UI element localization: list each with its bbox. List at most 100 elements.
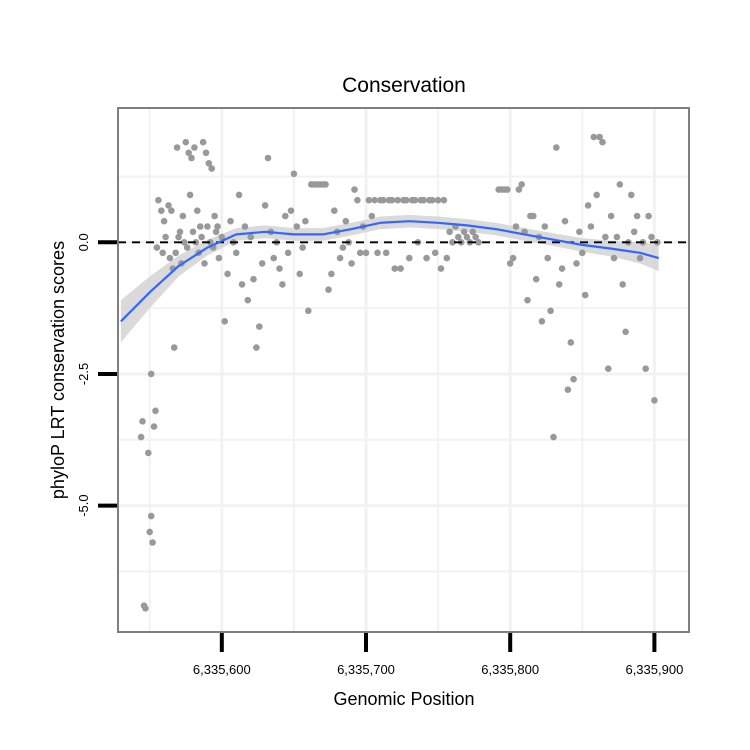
data-point (287, 207, 295, 214)
data-point (325, 286, 332, 294)
data-point (201, 260, 208, 267)
data-point (258, 260, 266, 267)
data-point (218, 233, 226, 241)
data-point (472, 233, 479, 241)
data-point (198, 233, 205, 241)
data-point (645, 212, 652, 220)
data-point (179, 212, 187, 220)
data-point (149, 539, 156, 546)
smooth-line-group (120, 220, 659, 323)
data-point (305, 307, 312, 315)
data-point (555, 281, 563, 288)
data-point (182, 138, 190, 146)
data-point (165, 202, 172, 209)
data-point (437, 265, 445, 272)
scatter-points (137, 133, 661, 612)
data-point (354, 196, 361, 204)
data-point (581, 291, 589, 299)
data-point (146, 528, 153, 536)
x-tick-label: 6,335,800 (481, 662, 539, 677)
data-point (160, 217, 168, 225)
y-tick-label: 0.0 (76, 233, 91, 251)
data-point (602, 233, 609, 241)
data-point (232, 249, 240, 257)
data-point (599, 138, 606, 146)
data-point (362, 249, 370, 257)
data-point (642, 365, 649, 373)
data-point (279, 281, 286, 288)
x-axis: 6,335,600 6,335,700 6,335,800 6,335,900 (193, 633, 683, 677)
data-point (264, 154, 272, 162)
data-point (567, 339, 575, 346)
data-point (176, 228, 184, 236)
data-point (558, 265, 566, 272)
data-point (636, 254, 644, 262)
data-point (186, 191, 194, 199)
data-point (394, 196, 402, 204)
data-point (553, 144, 560, 151)
y-axis-title: phyloP LRT conservation scores (48, 241, 68, 499)
data-point (145, 449, 152, 457)
x-tick-label: 6,335,600 (193, 662, 251, 677)
data-point (235, 191, 243, 199)
data-point (455, 233, 462, 241)
data-point (509, 254, 517, 262)
data-point (276, 265, 283, 272)
data-point (406, 254, 413, 262)
data-point (532, 275, 540, 283)
data-point (475, 239, 482, 246)
data-point (429, 196, 436, 204)
data-point (191, 144, 198, 151)
data-point (570, 375, 577, 383)
x-axis-title: Genomic Position (333, 689, 474, 709)
data-point (166, 254, 174, 262)
data-point (142, 605, 149, 612)
data-point (255, 323, 263, 330)
data-point (423, 254, 430, 262)
data-point (628, 191, 635, 199)
data-point (593, 191, 600, 199)
data-point (382, 249, 390, 257)
data-point (168, 207, 175, 214)
data-point (158, 207, 165, 214)
data-point (538, 318, 546, 325)
data-point (211, 212, 218, 220)
data-point (284, 249, 292, 257)
data-point (207, 239, 214, 246)
data-point (420, 196, 428, 204)
data-point (365, 196, 373, 204)
data-point (550, 433, 557, 441)
data-point (339, 244, 347, 251)
data-point (202, 149, 210, 157)
data-point (403, 196, 410, 204)
y-axis: 0.0 -2.5 -5.0 (76, 233, 117, 517)
smooth-fit-line (120, 220, 659, 323)
data-point (261, 202, 269, 209)
data-point (212, 228, 220, 236)
data-point (147, 370, 155, 378)
data-point (241, 223, 249, 230)
data-point (170, 344, 178, 351)
chart-title: Conservation (342, 74, 466, 97)
data-point (607, 212, 615, 220)
data-point (460, 228, 468, 236)
data-point (651, 397, 658, 404)
data-point (224, 270, 231, 278)
data-point (561, 217, 569, 225)
data-point (139, 418, 146, 425)
plot-panel (118, 108, 689, 632)
data-point (328, 270, 335, 278)
data-point (175, 233, 182, 241)
data-point (290, 170, 298, 178)
data-point (434, 196, 442, 204)
data-point (630, 228, 638, 236)
data-point (183, 244, 191, 251)
data-point (282, 212, 289, 220)
data-point (150, 423, 158, 430)
data-point (331, 207, 338, 214)
data-point (342, 217, 350, 225)
data-point (515, 186, 523, 193)
data-point (227, 217, 234, 225)
data-point (504, 186, 511, 193)
y-tick-label: -2.5 (76, 363, 91, 385)
